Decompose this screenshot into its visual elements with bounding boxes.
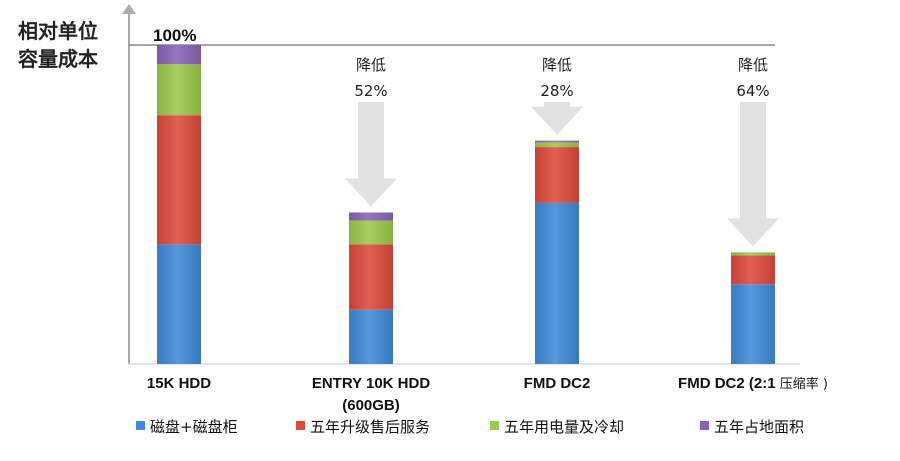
bar-segment-shade [157, 115, 201, 245]
y-axis-arrowhead [122, 4, 136, 14]
legend: 磁盘+磁盘柜 五年升级售后服务 五年用电量及冷却 五年占地面积 [136, 418, 804, 436]
y-axis-label-line1: 相对单位 [18, 19, 98, 43]
bar-segment-shade [157, 244, 201, 364]
bar-segment-shade [535, 147, 579, 203]
legend-swatch [296, 421, 305, 430]
legend-label: 五年占地面积 [714, 418, 804, 436]
reduction-percent: 28% [540, 82, 573, 100]
top-value-label: 100% [153, 26, 196, 45]
bar-segment-shade [349, 212, 393, 221]
bar-segment-shade [731, 284, 775, 364]
reduction-label: 降低 [356, 56, 386, 74]
legend-swatch [700, 421, 709, 430]
reduction-arrow [531, 102, 583, 135]
bar-segment-shade [157, 45, 201, 65]
bar-segment-shade [349, 220, 393, 245]
category-label: FMD DC2 (2:1 压缩率 ) [678, 375, 828, 392]
legend-label: 五年升级售后服务 [310, 418, 430, 436]
reduction-arrows: 降低 52% 降低 28% 降低 64% [345, 56, 779, 247]
reduction-arrow [345, 102, 397, 207]
bar-segment-shade [157, 64, 201, 116]
category-label: 15K HDD [147, 375, 211, 392]
bar-segment-shade [731, 252, 775, 256]
legend-swatch [136, 421, 145, 430]
reduction-label: 降低 [542, 56, 572, 74]
category-labels: 15K HDD ENTRY 10K HDD (600GB) FMD DC2 FMD DC… [147, 375, 828, 414]
bar-segment-shade [535, 140, 579, 143]
legend-label: 五年用电量及冷却 [504, 418, 624, 436]
bar-segment-shade [535, 202, 579, 364]
reduction-arrow [727, 102, 779, 247]
bars [157, 45, 775, 364]
bar-segment-shade [535, 142, 579, 148]
reduction-percent: 52% [354, 82, 387, 100]
legend-label: 磁盘+磁盘柜 [150, 418, 238, 436]
bar-segment-shade [349, 309, 393, 364]
category-label-suffix: 压缩率 ) [780, 376, 828, 392]
legend-swatch [490, 421, 499, 430]
category-label-line2: (600GB) [342, 397, 400, 414]
category-label: FMD DC2 [524, 375, 591, 392]
bar-segment-shade [731, 255, 775, 285]
reduction-percent: 64% [736, 82, 769, 100]
bar-segment-shade [349, 244, 393, 310]
reduction-label: 降低 [738, 56, 768, 74]
y-axis-label-line2: 容量成本 [18, 47, 98, 71]
category-label: ENTRY 10K HDD [312, 375, 431, 392]
